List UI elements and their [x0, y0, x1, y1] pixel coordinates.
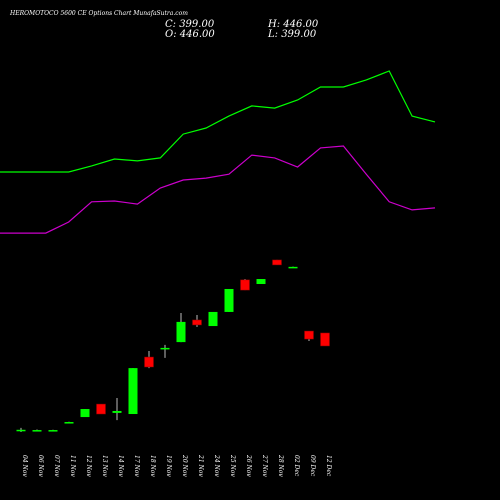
candle-body [208, 311, 218, 327]
open-label: O: 446.00 [165, 29, 215, 40]
candle-body [192, 319, 202, 326]
x-tick-label: 04 Nov [21, 455, 28, 477]
x-tick-label: 02 Dec [293, 455, 300, 477]
candle-body [32, 430, 42, 432]
candle-body [176, 321, 186, 343]
x-tick-label: 20 Nov [181, 454, 188, 477]
x-tick-label: 26 Nov [245, 454, 252, 477]
candle-body [48, 430, 58, 432]
high-label: H: 446.00 [267, 19, 319, 30]
close-label: C: 399.00 [165, 19, 215, 30]
candle-body [288, 266, 298, 269]
candle-body [272, 259, 282, 266]
candle-body [112, 410, 122, 413]
x-tick-label: 18 Nov [149, 455, 156, 477]
x-tick-label: 21 Nov [197, 454, 204, 477]
candle-body [16, 429, 26, 432]
candle-body [64, 422, 74, 424]
candle-body [320, 332, 330, 347]
candle-body [144, 356, 154, 368]
candle-body [160, 347, 170, 350]
x-tick-label: 12 Nov [85, 455, 92, 477]
x-tick-label: 24 Nov [213, 454, 220, 477]
candle-body [304, 330, 314, 340]
x-tick-label: 17 Nov [133, 455, 140, 477]
x-tick-label: 13 Nov [101, 455, 108, 477]
x-tick-label: 12 Dec [325, 455, 332, 477]
candle-body [80, 409, 90, 418]
x-tick-label: 27 Nov [261, 454, 268, 477]
x-tick-label: 28 Nov [277, 454, 284, 477]
candle-body [128, 368, 138, 415]
indicator-line [0, 145, 436, 234]
candle-body [256, 279, 266, 285]
candle-body [96, 403, 106, 415]
x-tick-label: 14 Nov [117, 455, 124, 477]
chart-title: HEROMOTOCO 5600 CE Options Chart MunafaS… [9, 10, 188, 17]
x-tick-label: 25 Nov [229, 454, 236, 477]
x-tick-label: 07 Nov [53, 455, 60, 477]
indicator-line [0, 70, 436, 173]
x-tick-label: 19 Nov [165, 455, 172, 477]
low-label: L: 399.00 [267, 29, 317, 40]
x-tick-label: 06 Nov [37, 455, 44, 477]
x-tick-label: 11 Nov [69, 455, 76, 477]
candle-body [224, 288, 234, 312]
candle-body [240, 279, 250, 291]
x-tick-label: 09 Dec [309, 455, 316, 477]
